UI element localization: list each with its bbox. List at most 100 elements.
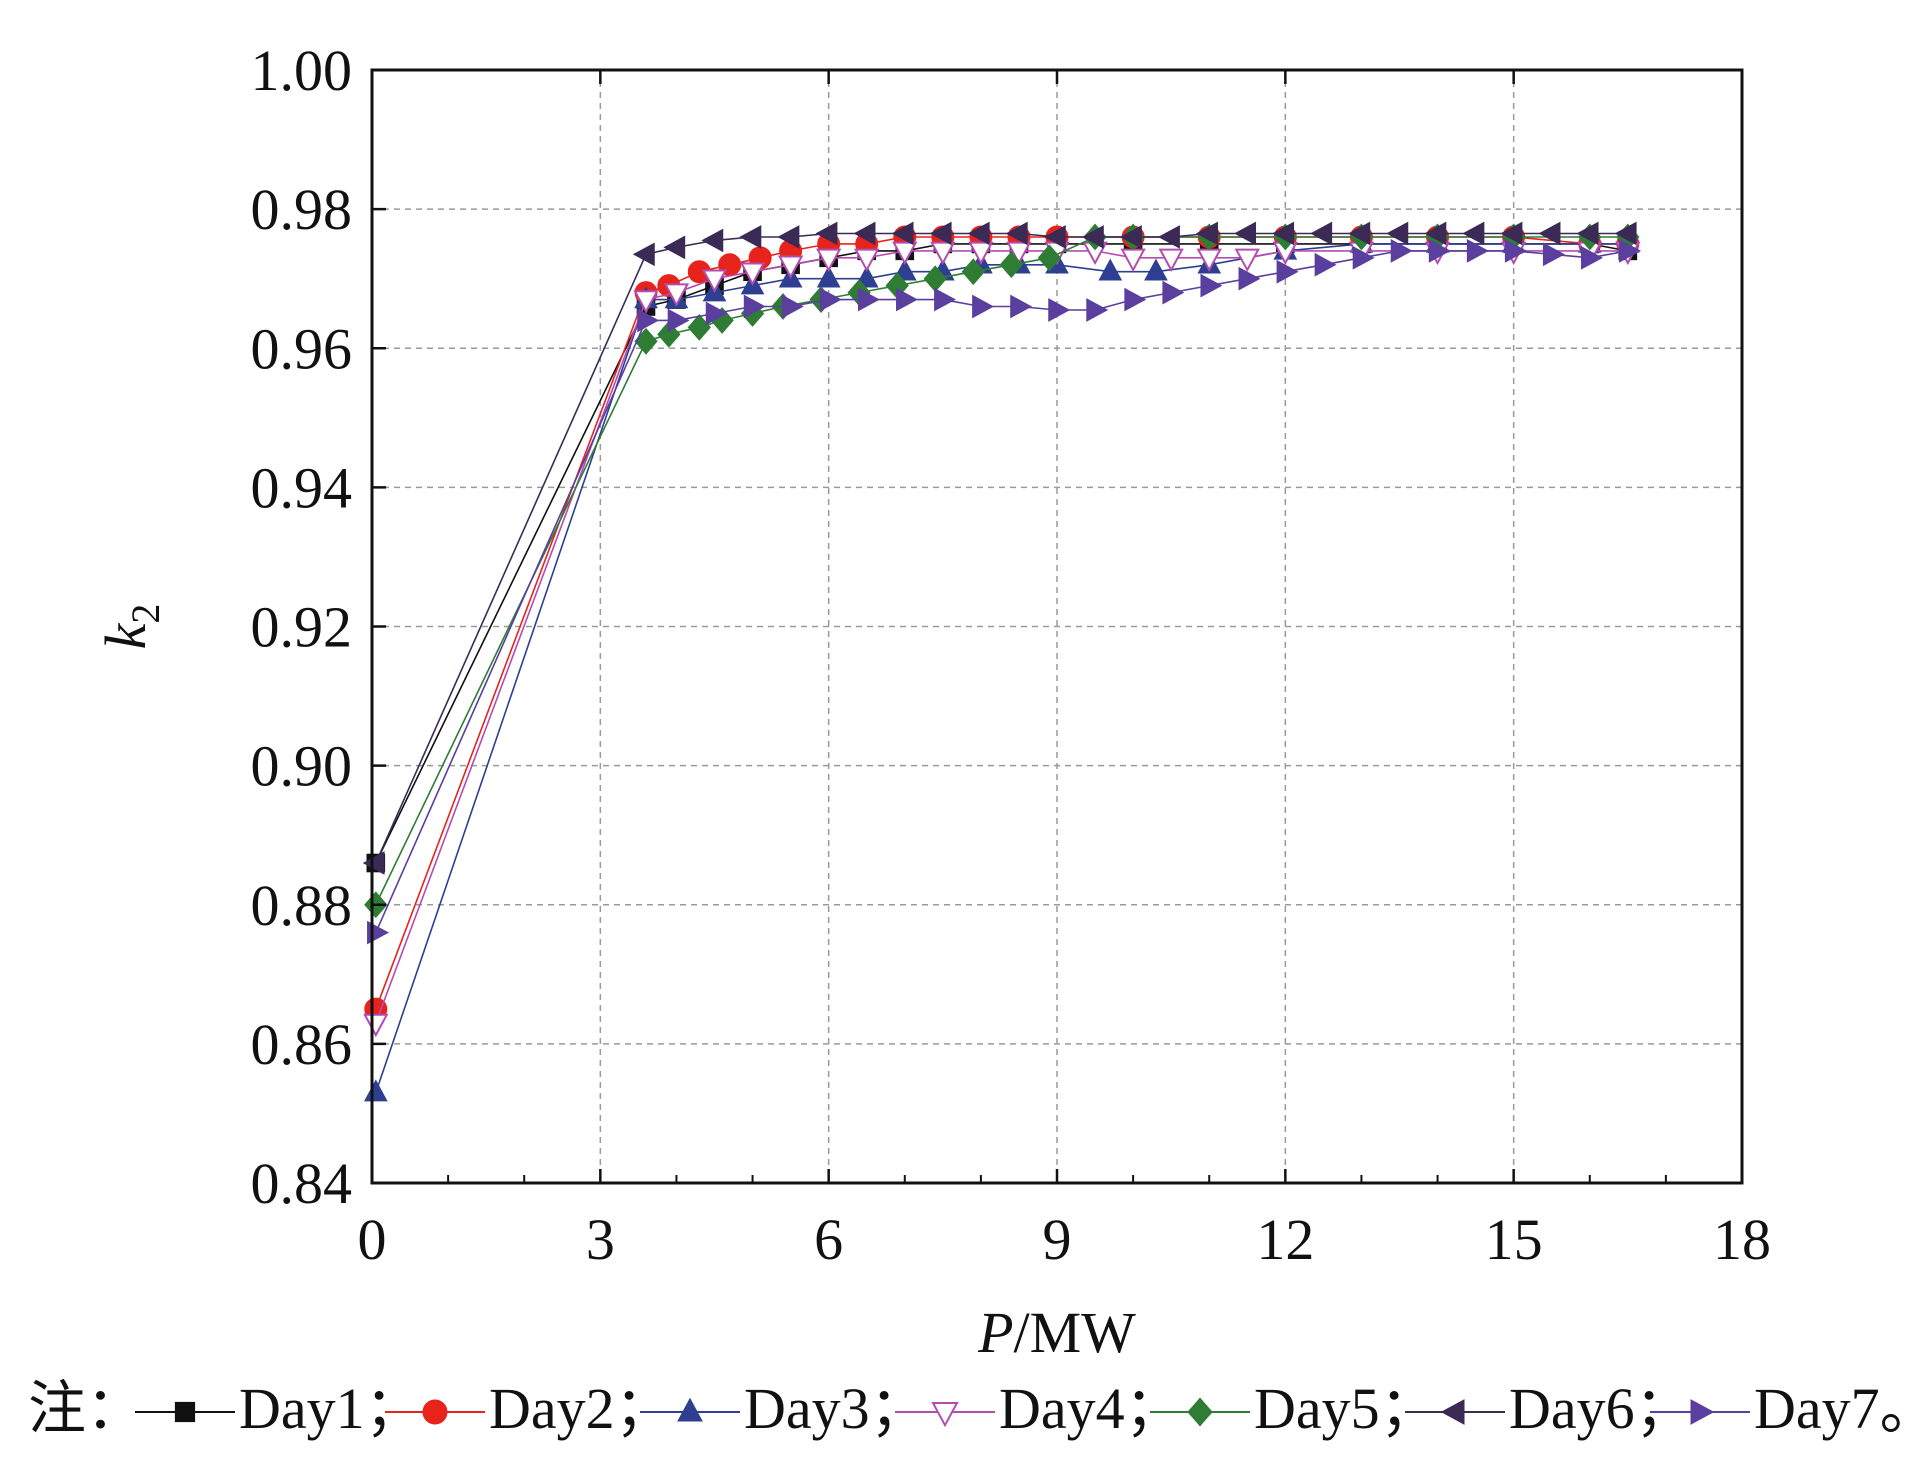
legend-label-day5: Day5；	[1254, 1376, 1438, 1441]
series-group	[362, 221, 1641, 1102]
data-point-day6	[853, 221, 876, 246]
series-line-day4	[375, 250, 1628, 1024]
data-point-day4	[363, 1013, 389, 1038]
data-point-day4	[892, 241, 918, 266]
data-point-day6	[632, 242, 655, 267]
y-tick-label: 0.92	[251, 595, 353, 660]
y-tick-label: 0.86	[251, 1012, 353, 1077]
series-day1	[366, 234, 1638, 873]
data-point-day7	[1276, 259, 1299, 284]
data-point-day7	[1542, 242, 1565, 267]
data-point-day6	[1348, 221, 1371, 246]
data-point-day4	[968, 241, 994, 266]
data-point-day5	[999, 251, 1023, 279]
data-point-day7	[934, 287, 956, 312]
legend-marker-day2	[422, 1399, 448, 1425]
data-point-day6	[967, 221, 990, 246]
series-day7	[367, 239, 1641, 945]
y-axis-title-subscript: 2	[123, 604, 168, 624]
data-point-day7	[667, 308, 690, 333]
data-point-day4	[1006, 241, 1032, 266]
x-tick-label: 6	[814, 1207, 843, 1272]
legend-label-day1: Day1；	[239, 1376, 423, 1441]
legend-item-day6: Day6；	[1405, 1376, 1693, 1441]
data-point-day3	[816, 265, 841, 288]
x-tick-label: 15	[1485, 1207, 1543, 1272]
tick-labels: 0 3 6 9 12 15 18 0.84 0.86 0.88 0.90 0.92 0.94 0.96 0.…	[251, 38, 1772, 1272]
data-point-day6	[1614, 221, 1637, 246]
grid	[372, 70, 1742, 1183]
data-point-day7	[1619, 239, 1641, 263]
y-axis-title-var: k	[93, 622, 158, 649]
legend-marker-day3	[677, 1397, 703, 1422]
series-line-day1	[375, 243, 1628, 864]
svg-text:k2: k2	[93, 604, 168, 650]
legend-item-day1: Day1；	[135, 1376, 423, 1441]
series-line-day5	[375, 236, 1628, 906]
data-point-day6	[1500, 221, 1523, 246]
data-point-day7	[1048, 298, 1071, 322]
data-point-day6	[1158, 225, 1180, 249]
x-tick-label: 3	[586, 1207, 615, 1272]
data-point-day6	[1310, 221, 1333, 246]
data-point-day4	[1234, 248, 1260, 273]
data-point-day6	[777, 225, 800, 249]
data-point-day7	[1581, 245, 1603, 270]
series-line-day2	[375, 236, 1628, 1010]
x-tick-label: 18	[1713, 1207, 1771, 1272]
legend-marker-day7	[1690, 1399, 1715, 1425]
data-point-day4	[815, 248, 842, 273]
data-point-day7	[896, 287, 918, 312]
data-point-day6	[362, 851, 385, 875]
data-point-day7	[637, 308, 660, 333]
legend-item-day2: Day2；	[385, 1376, 673, 1441]
legend-label-day4: Day4；	[999, 1376, 1183, 1441]
data-point-day7	[1238, 266, 1261, 291]
x-axis-title-var: P	[977, 1300, 1013, 1365]
data-point-day7	[705, 301, 728, 326]
data-point-day7	[1390, 239, 1413, 263]
data-point-day7	[1504, 239, 1527, 263]
data-point-day6	[891, 221, 914, 246]
data-point-day6	[1272, 221, 1295, 246]
y-axis-title: k2	[93, 604, 168, 650]
data-point-day7	[1200, 273, 1223, 298]
x-axis-title-unit: /MW	[1014, 1300, 1137, 1365]
data-point-day7	[1352, 245, 1375, 270]
data-point-day3	[1098, 258, 1123, 281]
data-point-day7	[819, 287, 842, 312]
x-tick-label: 9	[1043, 1207, 1072, 1272]
data-point-day6	[701, 228, 724, 253]
data-point-day7	[1466, 239, 1489, 263]
data-point-day4	[930, 241, 956, 266]
data-point-day6	[663, 235, 686, 260]
data-point-day7	[1010, 294, 1033, 319]
series-day6	[362, 221, 1637, 875]
y-tick-label: 1.00	[251, 38, 353, 103]
data-point-day6	[1576, 221, 1599, 246]
legend-item-day4: Day4；	[895, 1376, 1183, 1441]
legend-marker-day5	[1187, 1397, 1213, 1427]
data-point-day7	[1086, 298, 1109, 322]
data-point-day4	[739, 262, 766, 286]
data-point-day6	[1386, 221, 1409, 246]
axis-ticks	[370, 68, 1744, 1185]
data-point-day5	[634, 327, 658, 355]
y-tick-label: 0.88	[251, 873, 353, 938]
data-point-day5	[1037, 244, 1062, 272]
y-tick-label: 0.90	[251, 734, 353, 799]
series-line-day7	[375, 250, 1628, 933]
data-point-day6	[739, 225, 762, 249]
data-point-day7	[1314, 252, 1337, 277]
data-point-day7	[1124, 287, 1147, 312]
legend-prefix: 注：	[28, 1376, 144, 1441]
data-point-day4	[1158, 248, 1184, 273]
series-day2	[364, 225, 1640, 1021]
legend-marker-day1	[174, 1401, 196, 1423]
legend-label-day6: Day6；	[1509, 1376, 1693, 1441]
data-point-day6	[1119, 225, 1142, 249]
legend-label-day7: Day7。	[1754, 1376, 1912, 1441]
data-point-day4	[777, 255, 804, 279]
data-point-day7	[972, 294, 995, 319]
